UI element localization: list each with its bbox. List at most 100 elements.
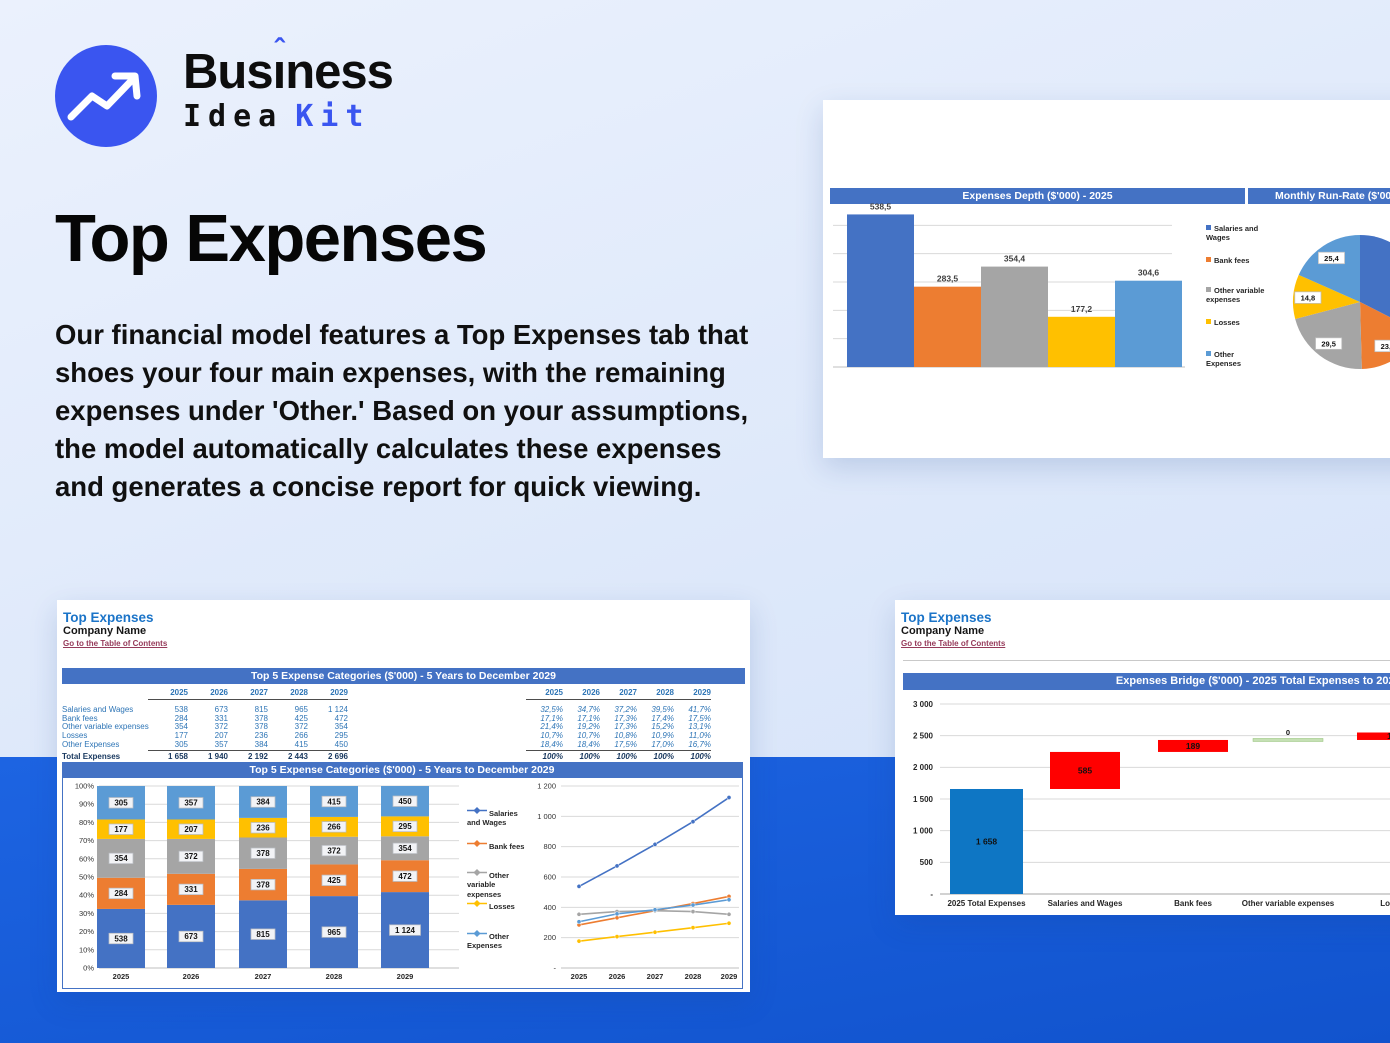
stacked-label: 378 (256, 849, 270, 858)
table-of-contents-link: Go to the Table of Contents (63, 639, 168, 648)
sheet-title: Top Expenses (63, 610, 154, 625)
legend-item-2: Other variable expenses (467, 868, 531, 899)
wf-xtick: Bank fees (1174, 899, 1212, 908)
value-cell: 331 (214, 713, 228, 723)
line-ytick: 1 200 (537, 781, 556, 790)
line-xtick: 2025 (571, 972, 588, 981)
wf-ytick: 2 500 (913, 731, 934, 740)
wf-bar-0 (950, 788, 1023, 894)
stacked-label: 415 (327, 797, 341, 806)
total-pct-cell: 100% (674, 750, 711, 761)
legend-item-2: Other variable expenses (1206, 286, 1268, 305)
value-cell: 354 (174, 722, 188, 732)
stacked-label: 372 (327, 846, 341, 855)
value-cell: 372 (294, 722, 308, 732)
value-cell: 425 (294, 713, 308, 723)
legend-item-1: Bank fees (1206, 256, 1268, 265)
pie-label: 29,5 (1321, 339, 1336, 348)
wf-bar-label: 585 (1078, 765, 1092, 775)
stacked-ytick: 0% (83, 964, 94, 973)
expenses-bridge-waterfall-chart: - 500 1 000 1 500 2 000 2 500 3 000 1 658 2025 T… (913, 700, 1390, 908)
line-xtick: 2029 (721, 972, 738, 981)
stacked-label: 354 (398, 844, 412, 853)
legend-line-marker-icon (467, 899, 487, 908)
line-ytick: 1 000 (537, 812, 556, 821)
pct-cell: 17,4% (651, 713, 674, 723)
pie-label: 23,6 (1381, 342, 1390, 351)
stacked-label-box (108, 823, 134, 835)
stacked-label: 295 (398, 822, 412, 831)
sheet-company-name: Company Name (901, 625, 985, 637)
year-header: 2029 (308, 688, 348, 700)
stacked-label: 357 (184, 799, 198, 808)
legend-item-4: Other Expenses (467, 929, 531, 951)
stacked-ytick: 40% (79, 891, 94, 900)
pie-slice-1 (1360, 302, 1390, 369)
depth-bar-label: 538,5 (870, 201, 892, 211)
stacked-label-box (250, 822, 276, 834)
logo-line1: Bus ˆ ıness (183, 32, 394, 99)
line-marker (690, 925, 696, 931)
line-xtick: 2027 (647, 972, 664, 981)
wf-bar-4 (1357, 732, 1390, 740)
year-header: 2025 (526, 688, 563, 700)
row-label: Other variable expenses (62, 722, 149, 732)
year-header: 2025 (148, 688, 188, 700)
value-cell: 378 (254, 722, 268, 732)
line-series-0 (578, 796, 730, 888)
table-of-contents-link: Go to the Table of Contents (901, 639, 1006, 648)
stacked-label: 354 (114, 854, 128, 863)
total-pct-cell: 100% (563, 750, 600, 761)
stacked-label-box (250, 879, 276, 891)
chart-object: Top 5 Expense Categories ($'000) - 5 Yea… (61, 761, 743, 989)
stacked-label: 384 (256, 798, 270, 807)
depth-bar-label: 177,2 (1071, 304, 1093, 314)
value-cell: 450 (334, 739, 348, 749)
trend-up-arrow-icon (67, 72, 141, 121)
stacked-ytick: 90% (79, 800, 94, 809)
value-cell: 378 (254, 713, 268, 723)
stacked-label-box (108, 797, 134, 809)
page-description: Our financial model features a Top Expen… (55, 319, 749, 502)
stacked-ytick: 50% (79, 873, 94, 882)
expenses-depth-bar-chart: 538,5 283,5 354,4 177,2 304,6 (833, 201, 1185, 368)
line-marker (726, 911, 732, 917)
wf-ytick: 3 000 (913, 700, 934, 709)
pct-cell: 37,2% (614, 705, 637, 714)
stacked-ytick: 10% (79, 945, 94, 954)
value-cell: 372 (214, 722, 228, 732)
logo-caret: ˆ (274, 32, 284, 67)
value-cell: 538 (174, 705, 188, 714)
value-cell: 384 (254, 739, 268, 749)
legend-swatch-icon (1206, 351, 1211, 356)
year-header: 2028 (268, 688, 308, 700)
brand-logo: Bus ˆ ıness Idea Kit (55, 32, 394, 147)
wf-bar-1 (1050, 751, 1120, 789)
stacked-label-box (321, 821, 347, 833)
wf-ytick: 1 000 (913, 826, 934, 835)
pie-slice-0 (1360, 235, 1390, 318)
pie-label-box (1317, 251, 1345, 265)
wf-bar-3 (1252, 738, 1324, 742)
pct-cell: 13,1% (688, 722, 711, 732)
line-ytick: - (554, 964, 557, 973)
pct-cell: 41,7% (688, 705, 711, 714)
line-ytick: 200 (543, 933, 556, 942)
stacked-ytick: 100% (75, 782, 95, 791)
stacked-label: 472 (398, 872, 412, 881)
pie-slice-4 (1298, 235, 1360, 302)
table-row: Salaries and Wages 538 673 815 965 1 124 32,5%… (62, 705, 722, 714)
stacked-label-box (392, 870, 418, 882)
stacked-ytick: 20% (79, 927, 94, 936)
stacked-label-box (321, 926, 347, 938)
stacked-ytick: 80% (79, 818, 94, 827)
screenshot-expenses-depth: Expenses Depth ($'000) - 2025 Monthly Ru… (823, 100, 1390, 458)
logo-wordmark: Bus ˆ ıness Idea Kit (183, 32, 394, 134)
chart-title-expenses-depth: Expenses Depth ($'000) - 2025 (830, 188, 1245, 204)
stacked-label-box (178, 883, 204, 896)
pct-cell: 34,7% (577, 705, 600, 714)
legend-label: Salaries and Wages (467, 809, 518, 828)
wf-xtick: Losses (1380, 899, 1390, 908)
legend-item-1: Bank fees (467, 839, 531, 851)
stacked-xtick: 2026 (183, 972, 200, 981)
